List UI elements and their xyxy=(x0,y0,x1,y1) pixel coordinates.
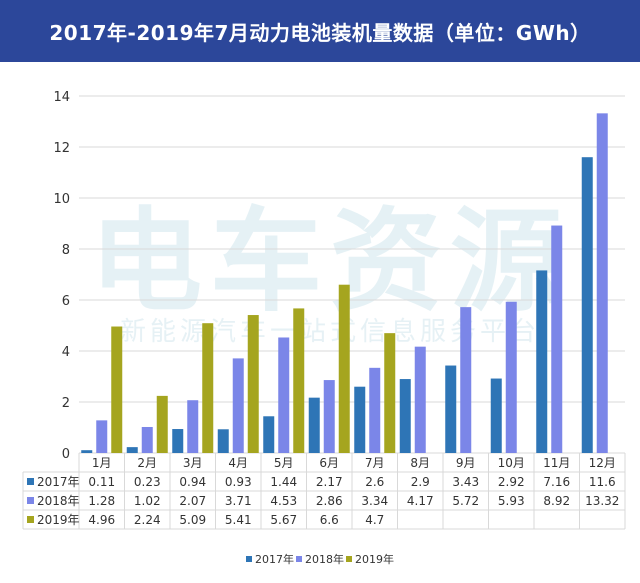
bar-2017 xyxy=(490,378,502,453)
data-label: 1.44 xyxy=(270,475,297,489)
bar-2017 xyxy=(354,386,366,453)
bar-2018 xyxy=(278,337,290,453)
x-tick-label: 12月 xyxy=(589,456,616,470)
bar-2018 xyxy=(460,307,472,453)
y-tick-label: 0 xyxy=(62,447,70,462)
watermark-slogan: 新能源汽车一站式信息服务平台 xyxy=(120,317,540,347)
bar-2018 xyxy=(505,301,517,453)
data-label: 0.93 xyxy=(225,475,252,489)
chart-title: 2017年-2019年7月动力电池装机量数据（单位：GWh） xyxy=(0,0,640,62)
data-label: 2.9 xyxy=(411,475,430,489)
y-tick-label: 2 xyxy=(62,396,70,411)
data-label: 5.41 xyxy=(225,513,252,527)
bar-2019 xyxy=(338,284,350,453)
y-tick-label: 8 xyxy=(62,243,70,258)
data-label: 13.32 xyxy=(585,494,619,508)
data-label: 0.23 xyxy=(134,475,161,489)
bar-2017 xyxy=(445,365,457,453)
legend-label: 2018年 xyxy=(305,552,344,566)
bar-2019 xyxy=(293,308,305,453)
data-label: 2.24 xyxy=(134,513,161,527)
y-tick-label: 12 xyxy=(53,141,70,156)
y-tick-label: 4 xyxy=(62,345,70,360)
y-tick-label: 6 xyxy=(62,294,70,309)
data-label: 3.71 xyxy=(225,494,252,508)
bar-2019 xyxy=(247,315,259,453)
x-tick-label: 10月 xyxy=(498,456,525,470)
table-row-label: 2019年 xyxy=(37,513,80,527)
data-label: 2.07 xyxy=(179,494,206,508)
bar-2017 xyxy=(308,397,320,453)
bar-2019 xyxy=(202,323,214,453)
data-label: 3.34 xyxy=(361,494,388,508)
data-label: 3.43 xyxy=(452,475,479,489)
data-label: 5.93 xyxy=(498,494,525,508)
x-tick-label: 9月 xyxy=(456,456,476,470)
bar-2019 xyxy=(384,333,396,453)
bar-2018 xyxy=(596,113,608,453)
data-label: 6.6 xyxy=(320,513,339,527)
data-label: 4.96 xyxy=(88,513,115,527)
table-legend-key xyxy=(27,478,34,485)
bar-2017 xyxy=(81,450,93,453)
bar-2018 xyxy=(96,420,108,453)
legend-key xyxy=(296,556,302,562)
watermark-brand: 电车资源 xyxy=(90,197,570,327)
x-tick-label: 8月 xyxy=(410,456,430,470)
x-tick-label: 11月 xyxy=(543,456,570,470)
data-label: 7.16 xyxy=(543,475,570,489)
bar-2018 xyxy=(232,358,244,453)
data-label: 4.17 xyxy=(407,494,434,508)
bar-2017 xyxy=(217,429,229,453)
y-tick-label: 14 xyxy=(53,90,70,105)
bar-2018 xyxy=(414,346,426,453)
bar-2018 xyxy=(141,426,153,453)
y-tick-label: 10 xyxy=(53,192,70,207)
data-label: 0.94 xyxy=(179,475,206,489)
x-tick-label: 6月 xyxy=(319,456,339,470)
bar-2017 xyxy=(263,416,275,453)
data-label: 8.92 xyxy=(543,494,570,508)
data-label: 4.7 xyxy=(365,513,384,527)
legend-key xyxy=(346,556,352,562)
bar-2017 xyxy=(581,157,593,453)
legend-label: 2019年 xyxy=(355,552,394,566)
data-label: 5.72 xyxy=(452,494,479,508)
data-label: 4.53 xyxy=(270,494,297,508)
data-label: 2.86 xyxy=(316,494,343,508)
data-label: 5.09 xyxy=(179,513,206,527)
legend-label: 2017年 xyxy=(255,552,294,566)
x-tick-label: 5月 xyxy=(274,456,294,470)
x-tick-label: 1月 xyxy=(92,456,112,470)
table-legend-key xyxy=(27,516,34,523)
bar-2018 xyxy=(551,225,563,453)
data-label: 1.28 xyxy=(88,494,115,508)
data-label: 2.17 xyxy=(316,475,343,489)
x-tick-label: 2月 xyxy=(137,456,157,470)
data-label: 11.6 xyxy=(589,475,616,489)
x-tick-label: 4月 xyxy=(228,456,248,470)
x-tick-label: 7月 xyxy=(365,456,385,470)
bar-2019 xyxy=(156,395,168,453)
bar-2017 xyxy=(536,270,548,453)
x-tick-label: 3月 xyxy=(183,456,203,470)
bar-2017 xyxy=(399,379,411,453)
table-row-label: 2018年 xyxy=(37,494,80,508)
bar-2019 xyxy=(111,326,123,453)
legend-key xyxy=(246,556,252,562)
bar-2018 xyxy=(187,400,199,453)
data-label: 5.67 xyxy=(270,513,297,527)
data-label: 2.92 xyxy=(498,475,525,489)
bar-2018 xyxy=(323,380,335,453)
data-label: 1.02 xyxy=(134,494,161,508)
table-legend-key xyxy=(27,497,34,504)
data-label: 0.11 xyxy=(88,475,115,489)
table-row-label: 2017年 xyxy=(37,475,80,489)
bar-2017 xyxy=(172,429,184,453)
bar-2018 xyxy=(369,367,381,453)
data-label: 2.6 xyxy=(365,475,384,489)
bar-2017 xyxy=(126,447,138,453)
